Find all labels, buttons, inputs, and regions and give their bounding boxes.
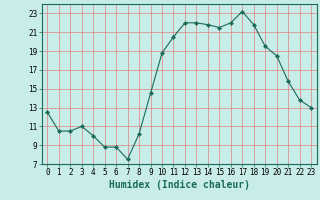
X-axis label: Humidex (Indice chaleur): Humidex (Indice chaleur) bbox=[109, 180, 250, 190]
